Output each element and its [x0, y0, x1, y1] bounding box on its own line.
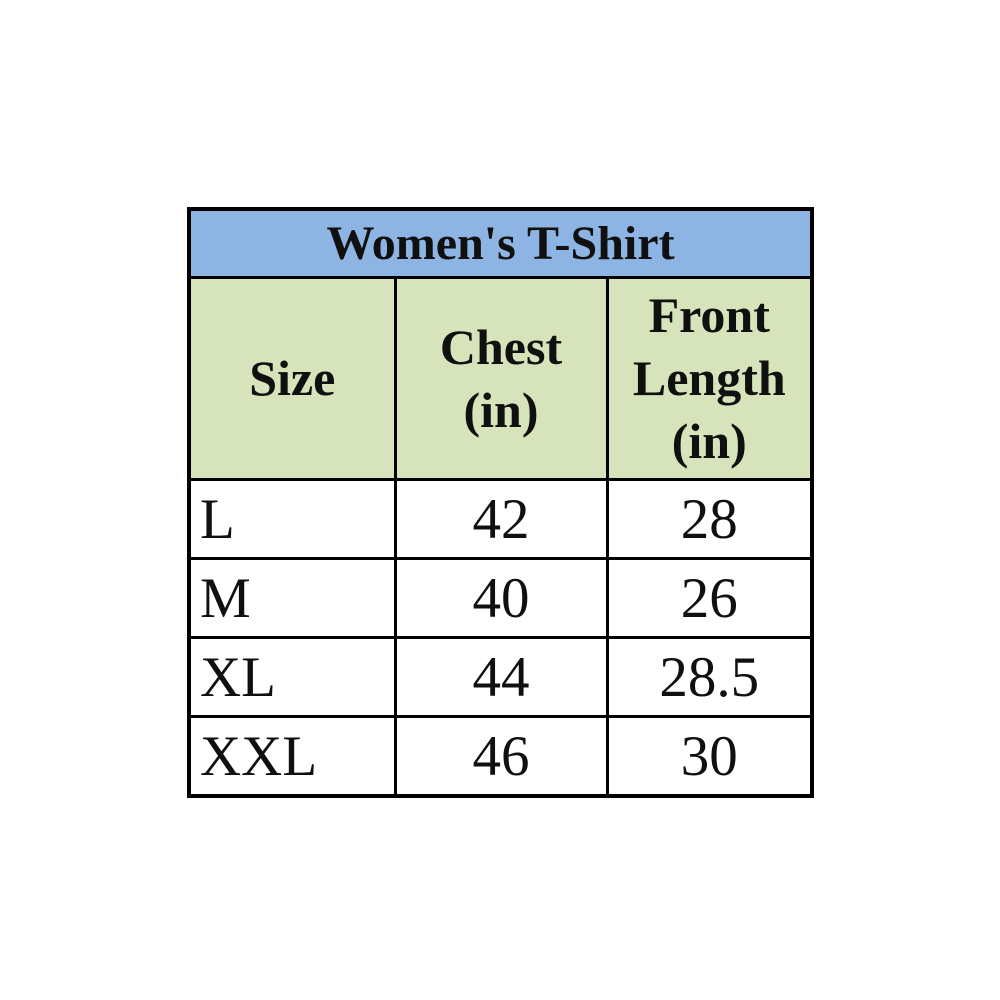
front-length-value: 30	[605, 715, 814, 798]
table-row-xxl: XXL 46 30	[187, 715, 814, 798]
front-length-value: 28	[605, 478, 814, 560]
column-header-front-length: Front Length (in)	[605, 276, 814, 481]
chest-value: 40	[393, 557, 609, 639]
chest-value: 46	[393, 715, 609, 798]
chest-value: 42	[393, 478, 609, 560]
size-value: XXL	[187, 715, 397, 798]
size-value: M	[187, 557, 397, 639]
title-row: Women's T-Shirt	[187, 207, 814, 279]
table-row-xl: XL 44 28.5	[187, 636, 814, 718]
size-value: XL	[187, 636, 397, 718]
column-header-chest: Chest (in)	[393, 276, 609, 481]
header-row: Size Chest (in) Front Length (in)	[187, 276, 814, 481]
front-length-value: 28.5	[605, 636, 814, 718]
table-row-l: L 42 28	[187, 478, 814, 560]
size-chart-container: Women's T-Shirt Size Chest (in) Front Le…	[187, 207, 814, 798]
front-length-value: 26	[605, 557, 814, 639]
size-chart-table: Women's T-Shirt Size Chest (in) Front Le…	[187, 207, 814, 798]
column-header-size: Size	[187, 276, 397, 481]
chest-value: 44	[393, 636, 609, 718]
table-row-m: M 40 26	[187, 557, 814, 639]
size-value: L	[187, 478, 397, 560]
table-title: Women's T-Shirt	[187, 207, 814, 279]
